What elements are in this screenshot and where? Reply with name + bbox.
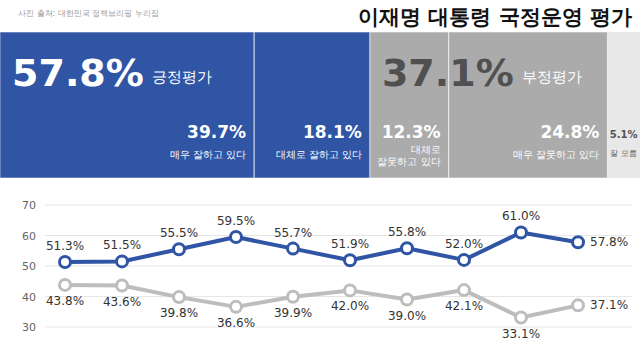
- series-marker: [117, 256, 128, 267]
- unknown-text: 잘 모름: [610, 149, 637, 158]
- grid-line: [45, 266, 632, 267]
- y-tick-label: 60: [22, 230, 36, 243]
- part-text: 대체로잘못하고 있다: [377, 144, 440, 167]
- series-marker: [573, 300, 584, 311]
- data-label: 43.6%: [103, 295, 141, 309]
- unknown-box: [607, 32, 640, 178]
- data-label: 33.1%: [502, 327, 540, 341]
- data-label: 51.5%: [103, 238, 141, 252]
- positive-text: 긍정평가: [152, 68, 212, 86]
- data-label: 36.6%: [217, 316, 255, 330]
- series-marker: [402, 243, 413, 254]
- grid-line: [45, 327, 632, 328]
- grid-line: [45, 205, 632, 206]
- negative-value: 37.1%: [382, 51, 514, 95]
- data-label: 42.0%: [331, 299, 369, 313]
- series-marker: [117, 280, 128, 291]
- part-value: 18.1%: [303, 122, 362, 142]
- part-box: [370, 32, 449, 178]
- y-tick-label: 50: [22, 260, 36, 273]
- part-box: [0, 32, 254, 178]
- positive-value: 57.8%: [12, 51, 144, 95]
- part-value: 39.7%: [187, 122, 246, 142]
- series-marker: [459, 285, 470, 296]
- series-marker: [174, 292, 185, 303]
- data-label: 55.7%: [274, 226, 312, 240]
- part-text: 대체로 잘하고 있다: [276, 149, 362, 160]
- source: 사진 출처: 대한민국 정책브리핑 누리집: [18, 9, 159, 18]
- series-marker: [231, 232, 242, 243]
- chart: 이재명 대통령 국정운영 평가 사진 출처: 대한민국 정책브리핑 누리집 57.8…: [0, 0, 640, 360]
- part-value: 24.8%: [540, 122, 599, 142]
- y-tick-label: 40: [22, 291, 36, 304]
- data-label: 55.5%: [160, 226, 198, 240]
- data-label: 59.5%: [217, 214, 255, 228]
- positive-box: [0, 32, 370, 178]
- part-box: [254, 32, 370, 178]
- part-text: 매우 잘못하고 있다: [513, 149, 599, 160]
- part-box: [449, 32, 608, 178]
- title: 이재명 대통령 국정운영 평가: [358, 5, 632, 29]
- series-marker: [516, 227, 527, 238]
- plot-area: [60, 227, 584, 323]
- series-marker: [516, 312, 527, 323]
- series-marker: [174, 244, 185, 255]
- series-marker: [402, 294, 413, 305]
- negative-box: [370, 32, 607, 178]
- series-marker: [60, 257, 71, 268]
- text-line: 잘못하고 있다: [377, 156, 440, 167]
- part-text: 매우 잘하고 있다: [170, 149, 246, 160]
- y-tick-label: 30: [22, 321, 36, 334]
- series-marker: [60, 279, 71, 290]
- series-marker: [345, 255, 356, 266]
- data-label: 61.0%: [502, 209, 540, 223]
- series-marker: [573, 237, 584, 248]
- series-line: [65, 285, 578, 318]
- data-label: 51.9%: [331, 237, 369, 251]
- y-tick-label: 70: [22, 199, 36, 212]
- series-marker: [231, 301, 242, 312]
- series-marker: [345, 285, 356, 296]
- series-marker: [288, 243, 299, 254]
- data-label: 51.3%: [46, 239, 84, 253]
- data-label: 42.1%: [445, 299, 483, 313]
- text-line: 대체로: [411, 144, 441, 155]
- data-label: 37.1%: [590, 298, 628, 312]
- data-label: 43.8%: [46, 294, 84, 308]
- part-value: 12.3%: [382, 122, 441, 142]
- series-marker: [288, 291, 299, 302]
- unknown-value: 5.1%: [610, 129, 638, 140]
- negative-text: 부정평가: [522, 68, 582, 86]
- data-label: 39.9%: [274, 306, 312, 320]
- series-marker: [459, 254, 470, 265]
- data-label: 55.8%: [388, 225, 426, 239]
- data-label: 39.8%: [160, 306, 198, 320]
- data-label: 39.0%: [388, 309, 426, 323]
- series-line: [65, 232, 578, 262]
- data-label: 57.8%: [590, 235, 628, 249]
- data-label: 52.0%: [445, 237, 483, 251]
